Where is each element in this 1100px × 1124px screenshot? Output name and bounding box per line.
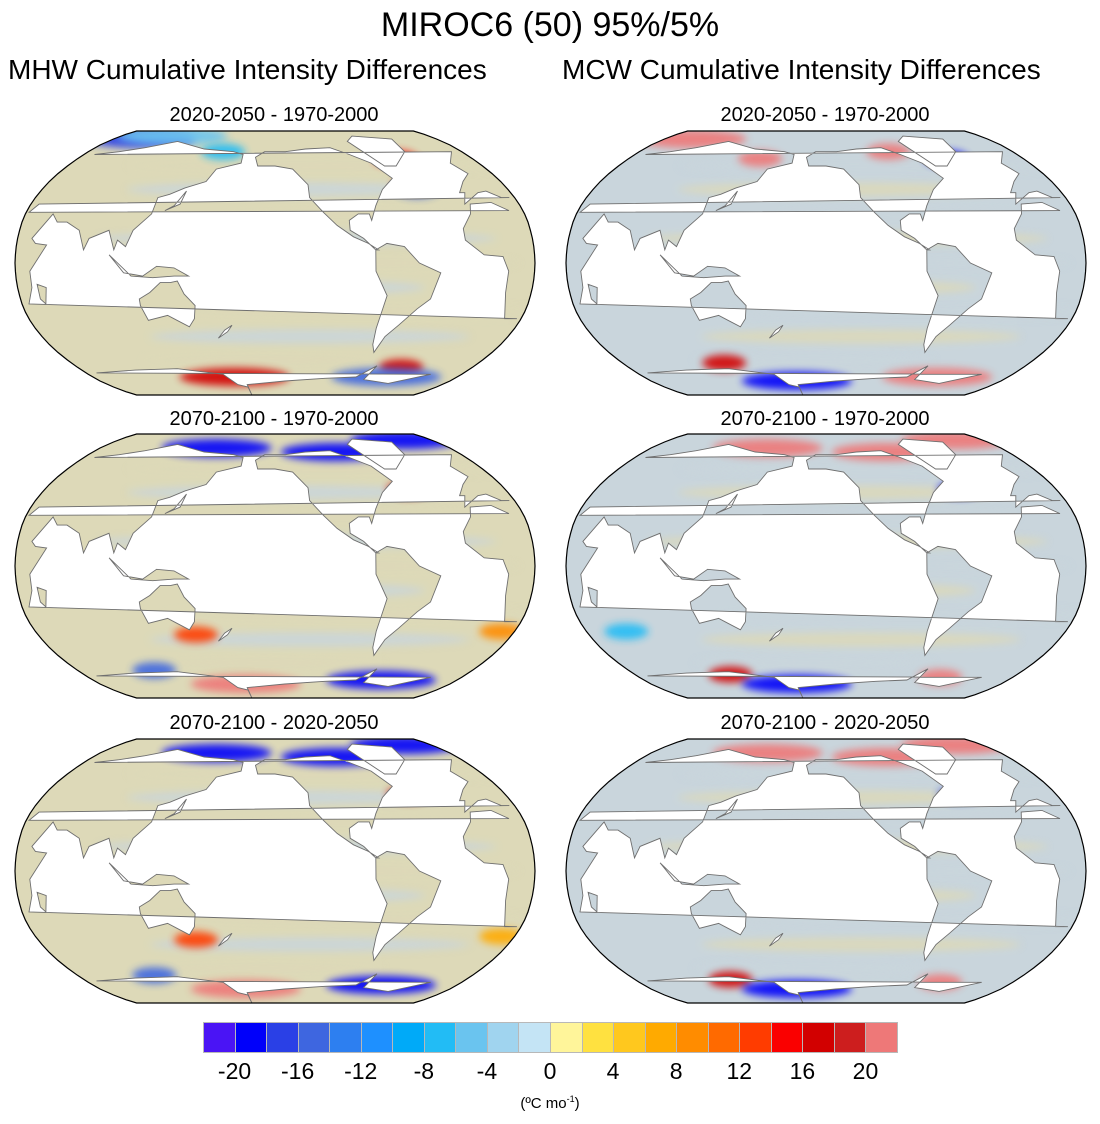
anomaly-patch bbox=[174, 626, 219, 643]
colorbar-swatch bbox=[360, 1022, 394, 1053]
map-border bbox=[14, 433, 536, 699]
colorbar-swatch bbox=[203, 1022, 236, 1053]
continents bbox=[578, 438, 1068, 698]
anomaly-patch bbox=[174, 931, 219, 948]
colorbar-tick-label: 4 bbox=[606, 1058, 620, 1084]
colorbar-swatch bbox=[518, 1022, 552, 1053]
near-zero-band bbox=[149, 632, 470, 647]
colorbar-tick-label: 8 bbox=[669, 1058, 683, 1084]
continents bbox=[578, 743, 1068, 1003]
colorbar-swatch bbox=[770, 1022, 804, 1053]
colorbar-swatch bbox=[581, 1022, 615, 1053]
colorbar-ticks: -20 -16 -12 -8 -4 0 4 8 12 16 20 bbox=[0, 1058, 1100, 1088]
colorbar-swatch bbox=[676, 1022, 709, 1053]
continents bbox=[27, 438, 517, 698]
near-zero-band bbox=[128, 159, 529, 174]
near-zero-band bbox=[143, 655, 384, 670]
column-title-mcw: MCW Cumulative Intensity Differences bbox=[562, 54, 1041, 85]
near-zero-band bbox=[143, 960, 384, 975]
panel-title: 2070-2100 - 1970-2000 bbox=[169, 408, 379, 430]
near-zero-band bbox=[694, 655, 935, 670]
colorbar-tick-label: 20 bbox=[852, 1058, 879, 1084]
figure-title: MIROC6 (50) 95%/5% bbox=[380, 6, 720, 44]
near-zero-band bbox=[149, 937, 470, 952]
colorbar-tick-label: -16 bbox=[281, 1058, 315, 1084]
anomaly-patch bbox=[604, 623, 649, 640]
near-zero-band bbox=[679, 159, 1080, 174]
near-zero-band bbox=[694, 960, 935, 975]
colorbar-swatch bbox=[865, 1022, 899, 1053]
colorbar-swatch bbox=[550, 1022, 583, 1053]
colorbar-swatch bbox=[833, 1022, 867, 1053]
continents bbox=[578, 135, 1068, 395]
colorbar-swatch bbox=[423, 1022, 457, 1053]
near-zero-band bbox=[700, 329, 1021, 344]
colorbar-tick-label: 12 bbox=[726, 1058, 753, 1084]
colorbar bbox=[203, 1022, 899, 1053]
panel-title: 2070-2100 - 1970-2000 bbox=[720, 408, 930, 430]
colorbar-swatch bbox=[392, 1022, 425, 1053]
near-zero-band bbox=[149, 329, 470, 344]
colorbar-tick-label: 0 bbox=[543, 1058, 557, 1084]
near-zero-band bbox=[679, 462, 1080, 477]
colorbar-swatch bbox=[297, 1022, 331, 1053]
colorbar-swatch bbox=[739, 1022, 772, 1053]
map-border bbox=[565, 433, 1087, 699]
colorbar-swatch bbox=[455, 1022, 488, 1053]
panel-title: 2020-2050 - 1970-2000 bbox=[720, 104, 930, 126]
near-zero-band bbox=[694, 352, 935, 367]
near-zero-band bbox=[700, 632, 1021, 647]
anomaly-patch bbox=[479, 623, 524, 640]
colorbar-tick-label: -8 bbox=[413, 1058, 435, 1084]
colorbar-tick-label: -20 bbox=[217, 1058, 252, 1084]
colorbar-tick-label: -4 bbox=[476, 1058, 498, 1084]
near-zero-band bbox=[700, 937, 1021, 952]
panel-title: 2070-2100 - 2020-2050 bbox=[720, 712, 930, 734]
anomaly-patch bbox=[702, 354, 747, 371]
colorbar-tick-label: -12 bbox=[344, 1058, 378, 1084]
map-panel-mhw-3 bbox=[14, 738, 536, 1004]
map-panel-mhw-2 bbox=[14, 433, 536, 699]
panel-title: 2070-2100 - 2020-2050 bbox=[169, 712, 379, 734]
column-title-mhw: MHW Cumulative Intensity Differences bbox=[8, 54, 487, 85]
continents bbox=[27, 743, 517, 1003]
colorbar-swatch bbox=[613, 1022, 646, 1053]
map-panel-mcw-2 bbox=[565, 433, 1087, 699]
near-zero-band bbox=[143, 352, 384, 367]
map-border bbox=[14, 130, 536, 396]
near-zero-band bbox=[128, 767, 529, 782]
near-zero-band bbox=[128, 462, 529, 477]
colorbar-units: (ºC mo-1) bbox=[520, 1094, 580, 1112]
anomaly-patch bbox=[738, 150, 783, 167]
map-panel-mhw-1 bbox=[14, 130, 536, 396]
map-border bbox=[565, 130, 1087, 396]
map-panel-mcw-1 bbox=[565, 130, 1087, 396]
colorbar-swatch bbox=[234, 1022, 268, 1053]
colorbar-swatch bbox=[266, 1022, 299, 1053]
colorbar-swatch bbox=[329, 1022, 362, 1053]
colorbar-tick-label: 16 bbox=[789, 1058, 816, 1084]
colorbar-swatch bbox=[802, 1022, 835, 1053]
panel-title: 2020-2050 - 1970-2000 bbox=[169, 104, 379, 126]
colorbar-swatch bbox=[486, 1022, 520, 1053]
colorbar-swatch bbox=[644, 1022, 678, 1053]
map-panel-mcw-3 bbox=[565, 738, 1087, 1004]
colorbar-swatch bbox=[707, 1022, 741, 1053]
map-border bbox=[14, 738, 536, 1004]
continents bbox=[27, 135, 517, 395]
map-border bbox=[565, 738, 1087, 1004]
near-zero-band bbox=[679, 767, 1080, 782]
anomaly-patch bbox=[479, 928, 524, 945]
